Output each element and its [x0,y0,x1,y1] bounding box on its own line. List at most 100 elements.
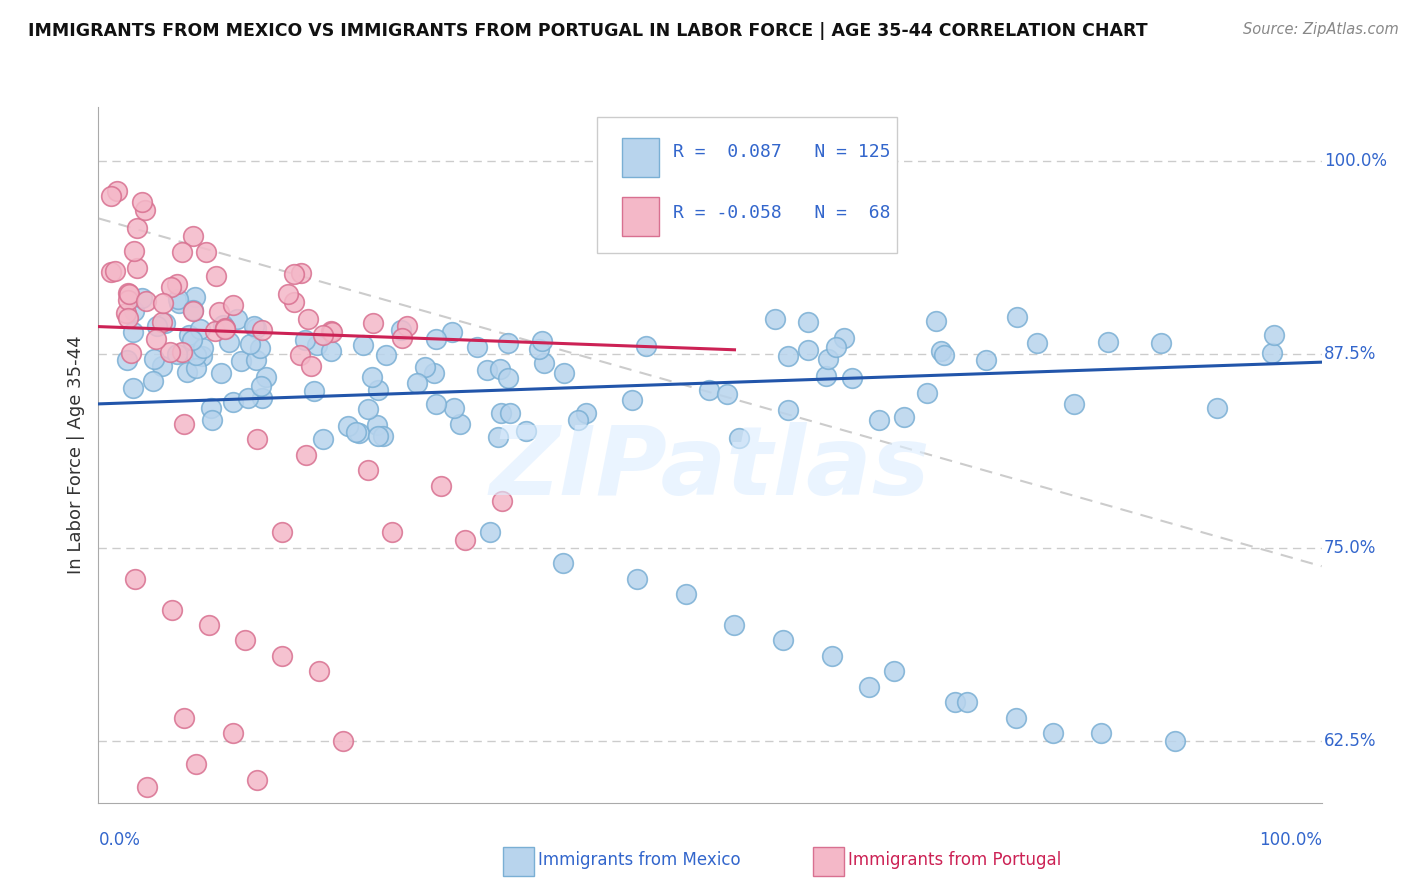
Text: ZIPatlas: ZIPatlas [489,422,931,516]
Point [170,244,193,259]
Point [288,348,311,362]
Point [925,313,948,327]
Point [1205,401,1227,416]
Point [797,315,820,329]
Point [943,695,966,709]
Point [1026,335,1049,350]
Point [173,417,195,431]
Point [825,340,848,354]
Point [294,333,316,347]
Point [166,347,188,361]
Point [361,317,384,331]
Point [136,780,159,795]
Point [357,402,380,417]
Point [179,328,201,343]
Point [406,376,429,390]
Point [295,448,318,462]
Point [290,266,312,280]
Point [218,335,240,350]
Point [117,286,139,301]
Point [283,294,305,309]
FancyBboxPatch shape [598,118,897,253]
Point [252,391,274,405]
Text: 100.0%: 100.0% [1258,830,1322,848]
Point [488,362,510,376]
Point [181,303,204,318]
Text: R = -0.058   N =  68: R = -0.058 N = 68 [673,204,891,222]
Point [531,334,554,348]
Point [515,425,537,439]
Point [489,406,512,420]
Point [173,711,195,725]
Point [245,320,267,334]
Point [443,401,465,415]
Point [375,348,398,362]
Point [208,305,231,319]
Point [841,371,863,385]
Point [575,406,598,420]
Point [104,264,127,278]
Point [142,374,165,388]
Point [883,665,905,679]
Point [319,344,342,359]
Point [1150,336,1173,351]
Point [180,333,202,347]
Point [763,311,786,326]
Point [344,425,367,439]
Point [858,680,880,694]
Point [184,290,207,304]
Text: 62.5%: 62.5% [1324,732,1376,750]
Point [160,602,183,616]
Text: 87.5%: 87.5% [1324,345,1376,363]
Point [121,381,143,395]
Point [297,312,319,326]
Point [250,323,273,337]
Point [122,244,145,259]
Point [389,323,412,337]
Point [194,245,217,260]
Point [134,203,156,218]
Point [193,341,215,355]
Point [533,356,555,370]
Point [366,417,388,432]
Point [239,337,262,351]
Point [181,304,204,318]
Point [186,348,208,362]
Point [356,463,378,477]
Point [312,327,335,342]
Point [270,525,294,540]
Point [160,280,183,294]
Point [307,338,329,352]
Point [222,395,245,409]
Point [236,391,259,405]
Point [308,665,330,679]
Point [496,370,519,384]
Point [249,341,271,355]
Text: Immigrants from Portugal: Immigrants from Portugal [848,851,1062,869]
Point [122,326,145,340]
Point [821,648,844,663]
Point [496,336,519,351]
Point [226,312,249,326]
Point [246,433,269,447]
FancyBboxPatch shape [621,138,658,177]
Point [150,359,173,373]
Point [283,267,305,281]
Point [170,345,193,359]
Point [222,298,245,312]
Point [776,349,799,363]
Point [115,353,138,368]
Point [105,185,128,199]
Point [1042,726,1064,740]
Point [553,556,575,570]
Text: R =  0.087   N = 125: R = 0.087 N = 125 [673,144,891,161]
Point [381,525,404,540]
Point [352,338,374,352]
Point [626,572,648,586]
Point [243,319,266,334]
Point [159,345,181,359]
Point [166,292,188,306]
Point [553,366,575,380]
Text: 100.0%: 100.0% [1324,153,1388,170]
Point [250,378,273,392]
